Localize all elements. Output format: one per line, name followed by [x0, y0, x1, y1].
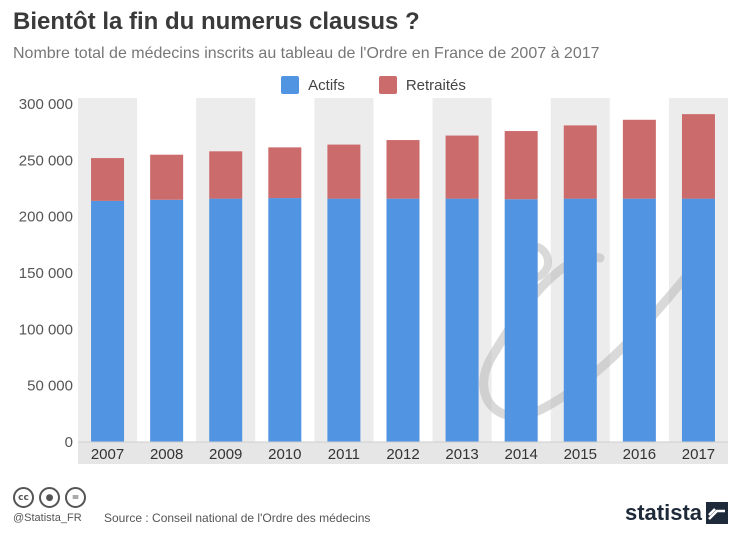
- x-tick-label: 2010: [268, 446, 301, 463]
- y-tick-label: 100 000: [19, 321, 73, 338]
- bar-retraites-2008: [150, 154, 184, 200]
- x-axis-strip: [78, 442, 728, 464]
- bar-retraites-2012: [386, 140, 420, 199]
- x-tick-label: 2013: [445, 446, 478, 463]
- legend-swatch-retraites: [378, 76, 397, 94]
- legend-swatch-actifs: [281, 76, 300, 94]
- bar-actifs-2012: [386, 198, 420, 442]
- x-tick-label: 2012: [386, 446, 419, 463]
- bar-retraites-2007: [91, 158, 125, 201]
- bar-retraites-2009: [209, 151, 243, 199]
- bar-retraites-2015: [563, 125, 597, 199]
- bar-actifs-2013: [445, 198, 479, 442]
- statista-mark-icon: [706, 502, 729, 524]
- brand-name: statista: [625, 500, 703, 525]
- bar-actifs-2015: [563, 198, 597, 442]
- legend-item-retraites: Retraités: [378, 76, 466, 94]
- bar-actifs-2017: [681, 198, 715, 442]
- x-tick-label: 2011: [328, 446, 360, 463]
- bar-actifs-2011: [327, 198, 361, 442]
- y-tick-label: 200 000: [19, 209, 73, 226]
- bar-retraites-2013: [445, 135, 479, 199]
- bar-retraites-2011: [327, 144, 361, 199]
- legend-item-actifs: Actifs: [281, 76, 345, 94]
- bar-actifs-2014: [504, 199, 538, 442]
- bar-retraites-2010: [268, 147, 302, 199]
- bar-actifs-2016: [622, 198, 656, 442]
- legend-label-retraites: Retraités: [405, 76, 466, 94]
- x-tick-label: 2015: [564, 446, 597, 463]
- y-tick-label: 150 000: [19, 265, 73, 282]
- y-tick-label: 300 000: [19, 96, 73, 113]
- y-tick-label: 0: [65, 434, 73, 451]
- chart-title: Bientôt la fin du numerus clausus ?: [13, 8, 420, 35]
- chart-subtitle: Nombre total de médecins inscrits au tab…: [13, 45, 600, 62]
- x-tick-label: 2017: [682, 446, 715, 463]
- source-note: Source : Conseil national de l'Ordre des…: [104, 511, 371, 525]
- by-icon: ●: [39, 487, 60, 508]
- bar-actifs-2008: [150, 199, 184, 442]
- bar-actifs-2010: [268, 198, 302, 442]
- nd-icon: =: [65, 487, 86, 508]
- x-tick-label: 2008: [150, 446, 183, 463]
- x-tick-label: 2007: [91, 446, 124, 463]
- legend-label-actifs: Actifs: [308, 76, 345, 94]
- license-icons: cc ● =: [13, 487, 86, 508]
- bar-retraites-2016: [622, 119, 656, 199]
- x-tick-label: 2016: [623, 446, 656, 463]
- bar-retraites-2017: [681, 114, 715, 199]
- y-tick-label: 50 000: [27, 378, 73, 395]
- cc-icon: cc: [13, 487, 34, 508]
- legend: Actifs Retraités: [0, 76, 747, 94]
- social-handle: @Statista_FR: [13, 512, 82, 524]
- x-tick-label: 2014: [504, 446, 537, 463]
- y-tick-label: 250 000: [19, 152, 73, 169]
- statista-logo[interactable]: statista: [625, 500, 729, 526]
- bar-actifs-2009: [209, 198, 243, 442]
- x-tick-label: 2009: [209, 446, 242, 463]
- bar-actifs-2007: [91, 200, 125, 442]
- bar-retraites-2014: [504, 131, 538, 200]
